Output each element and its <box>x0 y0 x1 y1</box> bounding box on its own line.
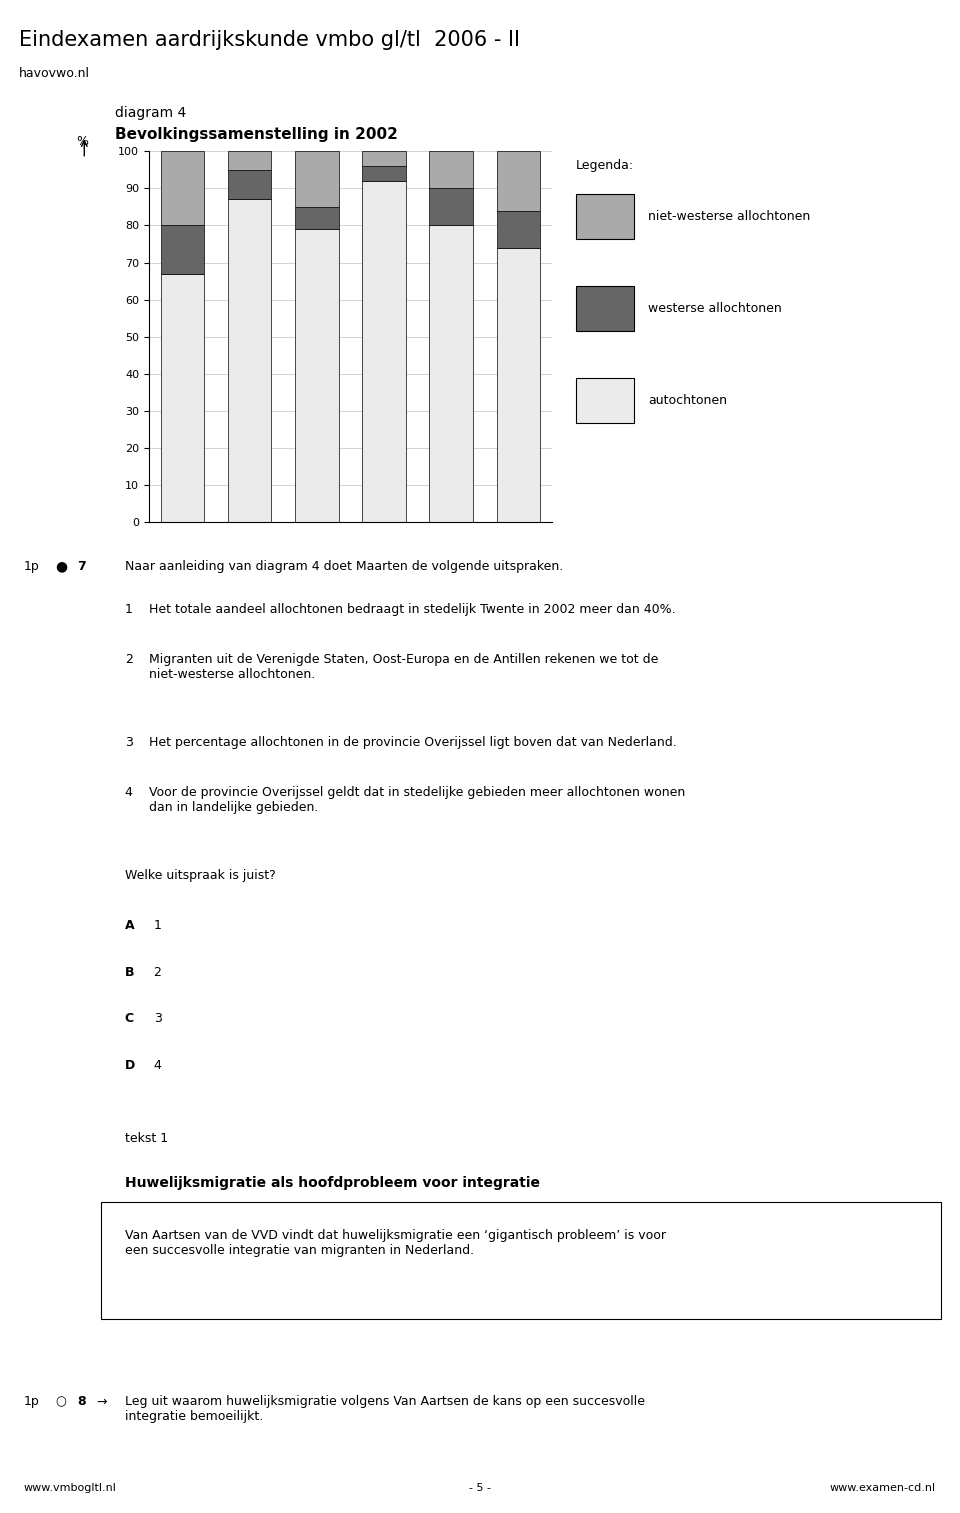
Bar <box>228 169 272 200</box>
Text: A: A <box>125 920 134 932</box>
Text: C: C <box>125 1012 134 1026</box>
Bar <box>496 248 540 522</box>
Bar <box>362 182 406 522</box>
Bar <box>429 151 473 189</box>
Text: 3: 3 <box>125 737 132 749</box>
Text: www.vmbogltl.nl: www.vmbogltl.nl <box>24 1483 117 1493</box>
Text: 2: 2 <box>125 654 132 666</box>
Text: ●: ● <box>56 560 68 573</box>
Text: 1p: 1p <box>24 560 39 573</box>
Text: 7: 7 <box>77 560 85 573</box>
Bar <box>362 151 406 166</box>
Text: 1: 1 <box>154 920 161 932</box>
Text: autochtonen: autochtonen <box>648 393 727 407</box>
Text: - 5 -: - 5 - <box>469 1483 491 1493</box>
Bar <box>160 151 204 225</box>
Bar <box>295 151 339 207</box>
Text: Leg uit waarom huwelijksmigratie volgens Van Aartsen de kans op een succesvolle
: Leg uit waarom huwelijksmigratie volgens… <box>125 1395 645 1424</box>
Text: B: B <box>125 965 134 979</box>
Text: niet-westerse allochtonen: niet-westerse allochtonen <box>648 210 810 222</box>
Text: 4: 4 <box>125 787 132 799</box>
Text: Migranten uit de Verenigde Staten, Oost-Europa en de Antillen rekenen we tot de
: Migranten uit de Verenigde Staten, Oost-… <box>149 654 659 681</box>
Text: Bevolkingssamenstelling in 2002: Bevolkingssamenstelling in 2002 <box>115 127 398 142</box>
Bar <box>228 151 272 169</box>
Text: westerse allochtonen: westerse allochtonen <box>648 303 781 315</box>
Text: Van Aartsen van de VVD vindt dat huwelijksmigratie een ‘gigantisch probleem’ is : Van Aartsen van de VVD vindt dat huwelij… <box>125 1229 666 1257</box>
Text: Voor de provincie Overijssel geldt dat in stedelijke gebieden meer allochtonen w: Voor de provincie Overijssel geldt dat i… <box>149 787 685 814</box>
Text: tekst 1: tekst 1 <box>125 1132 168 1145</box>
Text: →: → <box>96 1395 107 1409</box>
Text: Eindexamen aardrijkskunde vmbo gl/tl  2006 - II: Eindexamen aardrijkskunde vmbo gl/tl 200… <box>19 30 520 50</box>
Bar <box>429 225 473 522</box>
Text: www.examen-cd.nl: www.examen-cd.nl <box>829 1483 936 1493</box>
Bar <box>429 188 473 225</box>
Text: havovwo.nl: havovwo.nl <box>19 67 90 80</box>
Text: Het percentage allochtonen in de provincie Overijssel ligt boven dat van Nederla: Het percentage allochtonen in de provinc… <box>149 737 677 749</box>
Bar <box>362 166 406 182</box>
Text: D: D <box>125 1059 135 1073</box>
Bar <box>295 207 339 228</box>
Text: Welke uitspraak is juist?: Welke uitspraak is juist? <box>125 870 276 882</box>
Text: 1p: 1p <box>24 1395 39 1409</box>
Text: 1: 1 <box>125 604 132 616</box>
Text: Het totale aandeel allochtonen bedraagt in stedelijk Twente in 2002 meer dan 40%: Het totale aandeel allochtonen bedraagt … <box>149 604 676 616</box>
Bar <box>496 210 540 248</box>
Text: 4: 4 <box>154 1059 161 1073</box>
Text: Huwelijksmigratie als hoofdprobleem voor integratie: Huwelijksmigratie als hoofdprobleem voor… <box>125 1176 540 1189</box>
Text: 2: 2 <box>154 965 161 979</box>
Text: diagram 4: diagram 4 <box>115 106 186 120</box>
Bar <box>160 274 204 522</box>
Text: ○: ○ <box>56 1395 66 1409</box>
Text: 8: 8 <box>77 1395 85 1409</box>
Bar <box>228 200 272 522</box>
Text: Naar aanleiding van diagram 4 doet Maarten de volgende uitspraken.: Naar aanleiding van diagram 4 doet Maart… <box>125 560 564 573</box>
Text: Legenda:: Legenda: <box>576 159 635 172</box>
Text: %: % <box>76 135 88 148</box>
Text: 3: 3 <box>154 1012 161 1026</box>
Bar <box>496 151 540 210</box>
Bar <box>160 225 204 274</box>
Bar <box>295 228 339 522</box>
